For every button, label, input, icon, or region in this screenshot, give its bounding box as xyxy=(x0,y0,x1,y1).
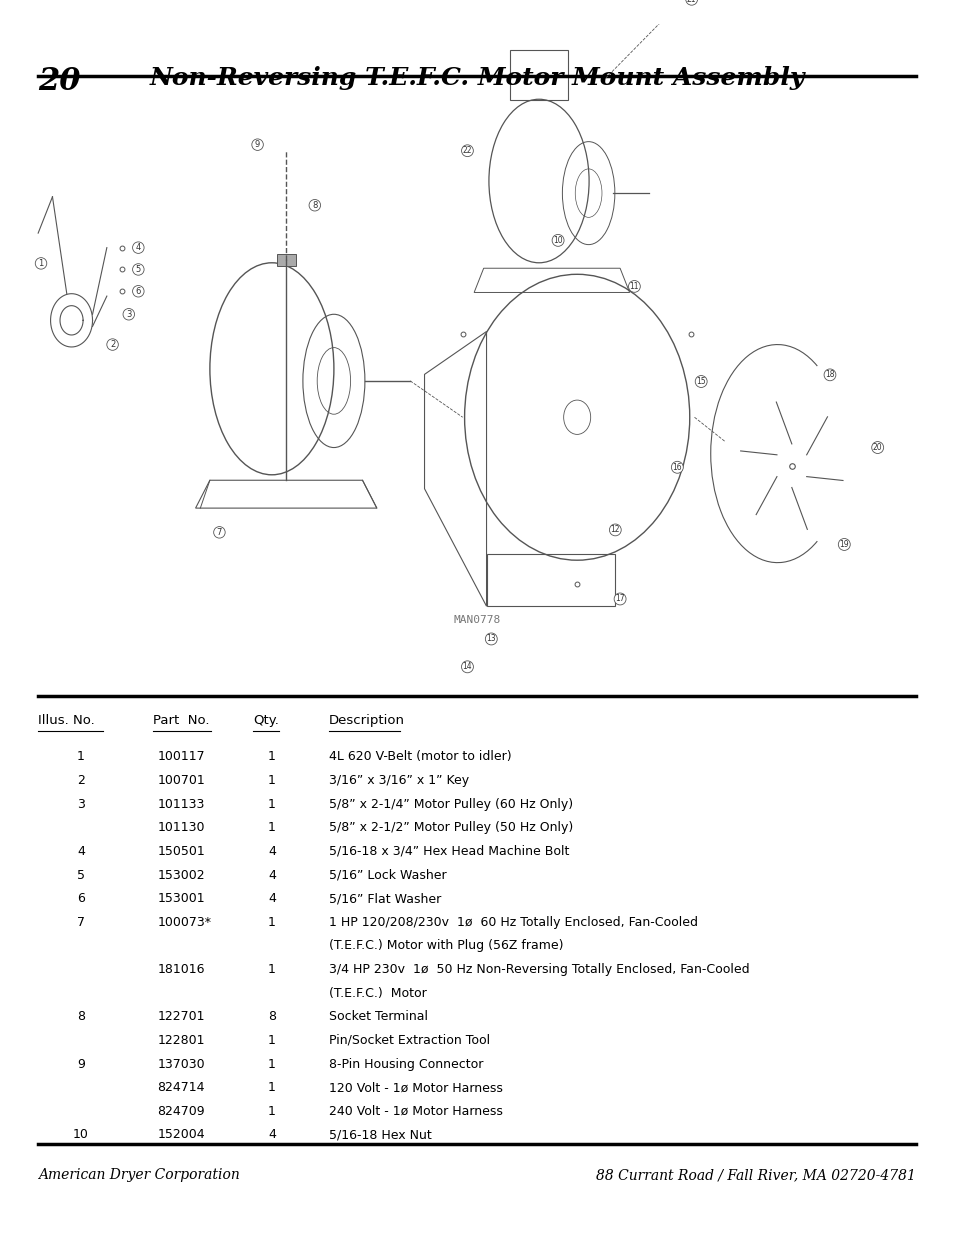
Text: 14: 14 xyxy=(462,662,472,672)
Text: 12: 12 xyxy=(610,525,619,535)
Text: 18: 18 xyxy=(824,370,834,379)
Text: 7: 7 xyxy=(77,916,85,929)
Text: 2: 2 xyxy=(110,340,115,350)
Text: 181016: 181016 xyxy=(157,963,205,976)
Text: 150501: 150501 xyxy=(157,845,205,858)
Text: 6: 6 xyxy=(77,892,85,905)
Text: 5/16-18 Hex Nut: 5/16-18 Hex Nut xyxy=(329,1129,432,1141)
Text: (T.E.F.C.)  Motor: (T.E.F.C.) Motor xyxy=(329,987,426,999)
Text: 1: 1 xyxy=(268,1034,275,1047)
Text: 5/8” x 2-1/2” Motor Pulley (50 Hz Only): 5/8” x 2-1/2” Motor Pulley (50 Hz Only) xyxy=(329,821,573,835)
Text: 22: 22 xyxy=(462,146,472,156)
Text: 4: 4 xyxy=(268,892,275,905)
Text: 101133: 101133 xyxy=(157,798,205,810)
Text: Pin/Socket Extraction Tool: Pin/Socket Extraction Tool xyxy=(329,1034,490,1047)
Text: 9: 9 xyxy=(77,1057,85,1071)
Text: 1: 1 xyxy=(268,916,275,929)
Text: 8: 8 xyxy=(268,1010,275,1024)
Text: 137030: 137030 xyxy=(157,1057,205,1071)
Text: 100117: 100117 xyxy=(157,751,205,763)
Text: Socket Terminal: Socket Terminal xyxy=(329,1010,428,1024)
Text: 1: 1 xyxy=(38,259,44,268)
Text: 122701: 122701 xyxy=(157,1010,205,1024)
Text: 153002: 153002 xyxy=(157,868,205,882)
Text: Description: Description xyxy=(329,714,405,727)
Polygon shape xyxy=(276,253,295,266)
Text: 4: 4 xyxy=(268,868,275,882)
Text: 1: 1 xyxy=(77,751,85,763)
Text: 8: 8 xyxy=(77,1010,85,1024)
Text: (T.E.F.C.) Motor with Plug (56Z frame): (T.E.F.C.) Motor with Plug (56Z frame) xyxy=(329,940,563,952)
Text: Part  No.: Part No. xyxy=(152,714,209,727)
Text: 10: 10 xyxy=(73,1129,89,1141)
Text: 5/16” Flat Washer: 5/16” Flat Washer xyxy=(329,892,441,905)
Text: 4L 620 V-Belt (motor to idler): 4L 620 V-Belt (motor to idler) xyxy=(329,751,511,763)
Text: 20: 20 xyxy=(872,443,882,452)
Text: 5/8” x 2-1/4” Motor Pulley (60 Hz Only): 5/8” x 2-1/4” Motor Pulley (60 Hz Only) xyxy=(329,798,573,810)
Text: 5/16” Lock Washer: 5/16” Lock Washer xyxy=(329,868,446,882)
Text: 152004: 152004 xyxy=(157,1129,205,1141)
Text: 122801: 122801 xyxy=(157,1034,205,1047)
Text: 100073*: 100073* xyxy=(157,916,212,929)
Text: 21: 21 xyxy=(686,0,696,4)
Text: 3: 3 xyxy=(77,798,85,810)
Text: 5/16-18 x 3/4” Hex Head Machine Bolt: 5/16-18 x 3/4” Hex Head Machine Bolt xyxy=(329,845,569,858)
Text: 19: 19 xyxy=(839,540,848,548)
Text: 16: 16 xyxy=(672,463,681,472)
Text: 9: 9 xyxy=(254,140,260,149)
Text: 17: 17 xyxy=(615,594,624,604)
Text: 100701: 100701 xyxy=(157,774,205,787)
Text: 1 HP 120/208/230v  1ø  60 Hz Totally Enclosed, Fan-Cooled: 1 HP 120/208/230v 1ø 60 Hz Totally Enclo… xyxy=(329,916,698,929)
Text: 153001: 153001 xyxy=(157,892,205,905)
Text: 824714: 824714 xyxy=(157,1081,205,1094)
Text: 7: 7 xyxy=(216,527,222,537)
Text: MAN0778: MAN0778 xyxy=(453,615,500,625)
Text: 6: 6 xyxy=(135,287,141,295)
Text: 4: 4 xyxy=(268,1129,275,1141)
Text: 101130: 101130 xyxy=(157,821,205,835)
Text: Illus. No.: Illus. No. xyxy=(38,714,94,727)
Text: 15: 15 xyxy=(696,377,705,387)
Text: 10: 10 xyxy=(553,236,562,245)
Text: 13: 13 xyxy=(486,635,496,643)
Text: 1: 1 xyxy=(268,1057,275,1071)
Text: 8-Pin Housing Connector: 8-Pin Housing Connector xyxy=(329,1057,483,1071)
Text: 4: 4 xyxy=(268,845,275,858)
Text: 5: 5 xyxy=(77,868,85,882)
Text: 8: 8 xyxy=(312,201,317,210)
Text: 5: 5 xyxy=(135,266,141,274)
Text: 88 Currant Road / Fall River, MA 02720-4781: 88 Currant Road / Fall River, MA 02720-4… xyxy=(596,1168,915,1182)
Text: 20: 20 xyxy=(38,65,81,96)
Text: 3: 3 xyxy=(126,310,132,319)
Text: 3/4 HP 230v  1ø  50 Hz Non-Reversing Totally Enclosed, Fan-Cooled: 3/4 HP 230v 1ø 50 Hz Non-Reversing Total… xyxy=(329,963,749,976)
Text: 1: 1 xyxy=(268,1081,275,1094)
Text: 4: 4 xyxy=(135,243,141,252)
Text: 1: 1 xyxy=(268,821,275,835)
Text: 1: 1 xyxy=(268,798,275,810)
Text: 1: 1 xyxy=(268,774,275,787)
Text: Qty.: Qty. xyxy=(253,714,278,727)
Text: Non-Reversing T.E.F.C. Motor Mount Assembly: Non-Reversing T.E.F.C. Motor Mount Assem… xyxy=(150,65,803,90)
Text: 3/16” x 3/16” x 1” Key: 3/16” x 3/16” x 1” Key xyxy=(329,774,469,787)
Text: 1: 1 xyxy=(268,963,275,976)
Text: 240 Volt - 1ø Motor Harness: 240 Volt - 1ø Motor Harness xyxy=(329,1105,502,1118)
Text: 1: 1 xyxy=(268,751,275,763)
Text: 4: 4 xyxy=(77,845,85,858)
Text: 1: 1 xyxy=(268,1105,275,1118)
Text: 2: 2 xyxy=(77,774,85,787)
Text: 11: 11 xyxy=(629,282,639,291)
Text: 824709: 824709 xyxy=(157,1105,205,1118)
Text: American Dryer Corporation: American Dryer Corporation xyxy=(38,1168,239,1182)
Text: 120 Volt - 1ø Motor Harness: 120 Volt - 1ø Motor Harness xyxy=(329,1081,502,1094)
